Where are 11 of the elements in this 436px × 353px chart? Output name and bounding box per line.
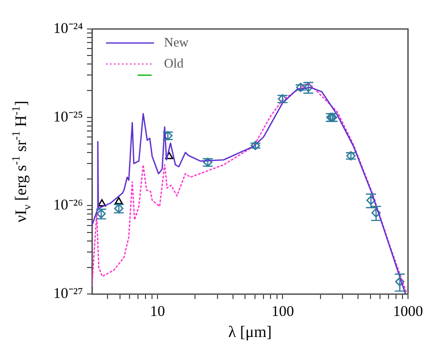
y-tick-label: 10⁻²⁴ <box>53 20 83 37</box>
y-tick-label: 10⁻²⁷ <box>53 286 83 302</box>
y-tick-label: 10⁻²⁵ <box>53 109 83 126</box>
x-tick-label: 1000 <box>393 304 423 320</box>
x-axis-title: λ [μm] <box>228 324 272 342</box>
x-tick-label: 10 <box>150 304 165 320</box>
legend-label: Old <box>164 55 184 70</box>
y-tick-label: 10⁻²⁶ <box>53 198 83 214</box>
x-tick-label: 100 <box>271 304 294 320</box>
legend-label: New <box>164 34 190 50</box>
text: νIν [erg s-1 sr-1 H-1] <box>10 100 34 222</box>
